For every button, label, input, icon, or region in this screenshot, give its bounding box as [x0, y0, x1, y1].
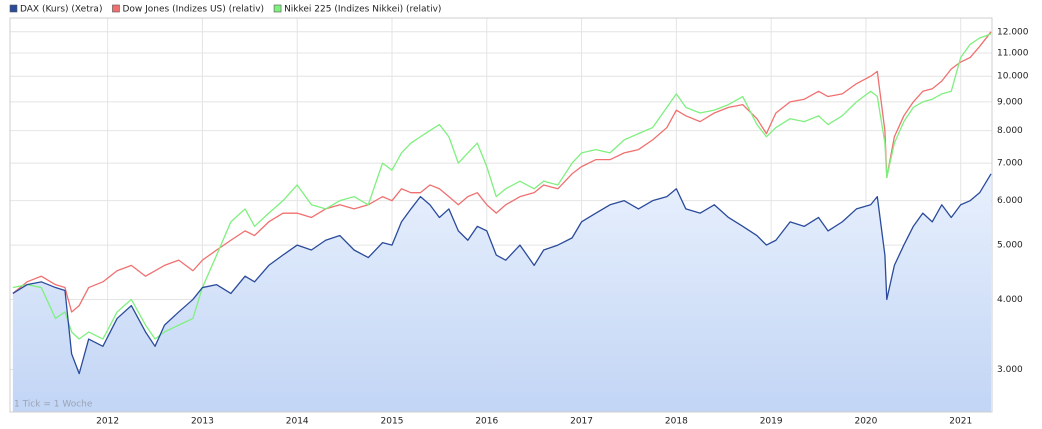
x-tick-label: 2018 [665, 417, 688, 427]
series-line [12, 33, 992, 340]
y-tick-label: 4.000 [997, 295, 1023, 305]
x-tick-label: 2012 [96, 417, 119, 427]
y-tick-label: 3.000 [997, 365, 1023, 375]
x-tick-label: 2016 [475, 417, 498, 427]
series-line [12, 173, 992, 375]
x-tick-label: 2017 [570, 417, 593, 427]
y-tick-label: 11.000 [997, 49, 1029, 59]
x-tick-label: 2019 [760, 417, 783, 427]
legend-swatch [273, 4, 282, 13]
y-tick-label: 7.000 [997, 159, 1023, 169]
y-tick-label: 9.000 [997, 97, 1023, 107]
x-tick-label: 2015 [381, 417, 404, 427]
x-tick-label: 2014 [286, 417, 309, 427]
annotation: 1 Tick = 1 Woche [14, 400, 93, 410]
x-tick-label: 2021 [949, 417, 972, 427]
y-tick-label: 5.000 [997, 241, 1023, 251]
y-tick-label: 10.000 [997, 72, 1029, 82]
area [12, 173, 992, 412]
y-tick-label: 8.000 [997, 126, 1023, 136]
series-line [12, 31, 992, 313]
legend-swatch [112, 4, 120, 13]
x-tick-label: 2013 [191, 417, 214, 427]
x-tick-label: 2020 [854, 417, 877, 427]
legend-label: DAX (Kurs) (Xetra) [20, 5, 102, 15]
plot-frame [9, 17, 993, 413]
legend-label: Nikkei 225 (Indizes Nikkei) (relativ) [284, 5, 441, 15]
y-tick-label: 6.000 [997, 196, 1023, 206]
legend-label: Dow Jones (Indizes US) (relativ) [122, 5, 264, 15]
y-tick-label: 12.000 [997, 27, 1029, 37]
legend-swatch [9, 4, 18, 13]
